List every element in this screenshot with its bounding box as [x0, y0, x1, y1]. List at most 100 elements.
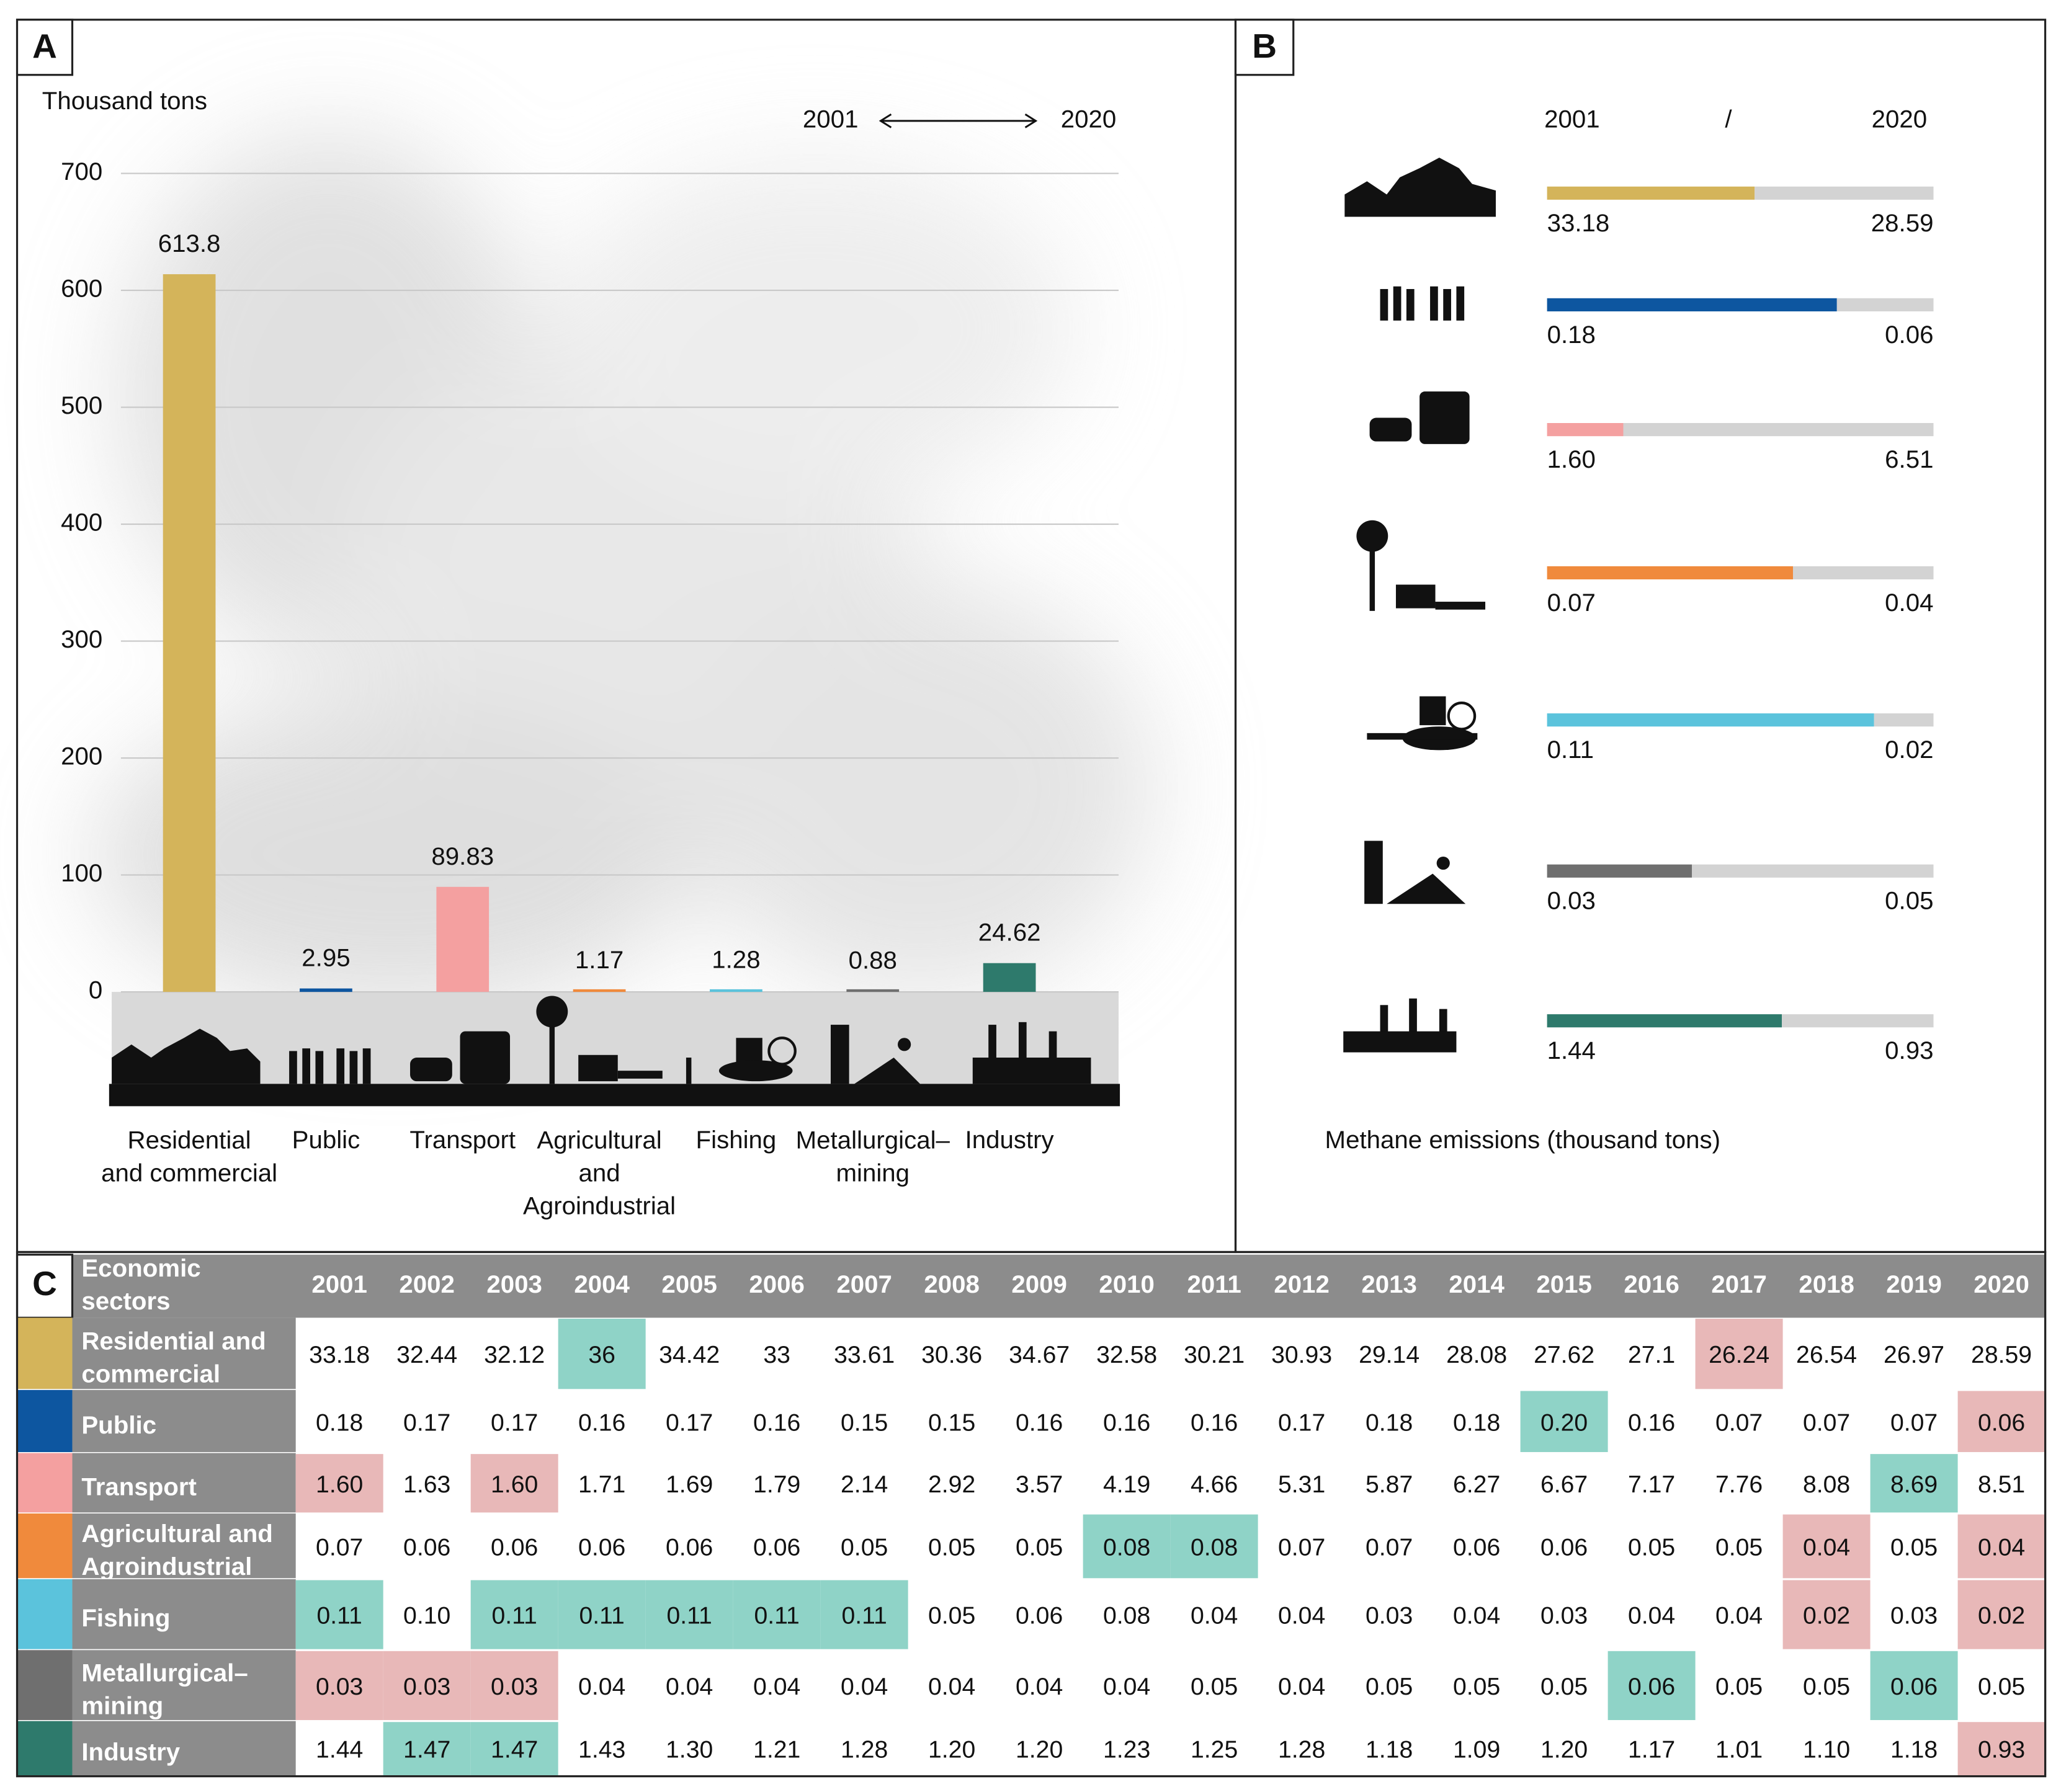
y-tick-label: 700 — [61, 158, 102, 185]
table-cell: 0.04 — [1628, 1603, 1675, 1629]
table-cell: 1.63 — [403, 1471, 450, 1498]
y-tick-label: 400 — [61, 509, 102, 537]
table-cell: 0.06 — [753, 1535, 800, 1561]
table-cell: 6.67 — [1540, 1471, 1588, 1498]
bar-segment — [1547, 713, 1874, 727]
table-cell: 0.06 — [1453, 1535, 1500, 1561]
table-header-bg — [17, 1254, 2045, 1318]
table-cell: 0.11 — [317, 1603, 362, 1629]
row-header: Public — [81, 1411, 156, 1439]
table-cell: 0.07 — [1803, 1409, 1850, 1436]
cell-highlight — [820, 1580, 908, 1649]
table-cell: 0.17 — [403, 1409, 450, 1436]
cell-highlight — [1607, 1651, 1696, 1721]
bar — [983, 963, 1036, 992]
cell-highlight — [1870, 1651, 1958, 1721]
cell-highlight — [645, 1580, 733, 1649]
data-label: 1.60 — [1547, 445, 1596, 473]
table-cell: 26.54 — [1796, 1342, 1857, 1368]
table-cell: 7.76 — [1715, 1471, 1763, 1498]
table-cell: 1.20 — [928, 1737, 975, 1763]
column-header: 2019 — [1886, 1270, 1942, 1298]
annotation: 2001 — [803, 105, 859, 133]
column-header: 2015 — [1536, 1270, 1592, 1298]
column-header: 2003 — [486, 1270, 542, 1298]
bar-segment — [1547, 423, 1624, 437]
table-cell: 0.04 — [1278, 1674, 1325, 1700]
table-cell: 0.05 — [1890, 1535, 1938, 1561]
row-header-bg — [72, 1650, 296, 1721]
panel-letter: A — [32, 27, 57, 65]
table-cell: 0.16 — [1016, 1409, 1063, 1436]
table-cell: 0.04 — [1715, 1603, 1763, 1629]
table-cell: 28.08 — [1446, 1342, 1507, 1368]
row-swatch — [17, 1513, 73, 1579]
x-tick-label: Residential and commercial — [101, 1126, 277, 1187]
row-header: Fishing — [81, 1604, 170, 1632]
data-label: 89.83 — [431, 842, 494, 870]
table-cell: 30.93 — [1271, 1342, 1332, 1368]
table-cell: 0.04 — [1191, 1603, 1238, 1629]
row-header: Transport — [81, 1473, 197, 1500]
table-cell: 0.06 — [1978, 1409, 2025, 1436]
table-cell: 0.06 — [1890, 1674, 1938, 1700]
column-header: 2006 — [749, 1270, 805, 1298]
table-cell: 0.03 — [1890, 1603, 1938, 1629]
panel-letter: B — [1252, 27, 1277, 65]
table-cell: 0.06 — [403, 1535, 450, 1561]
cell-highlight — [1083, 1514, 1171, 1579]
data-label: 1.28 — [712, 946, 760, 974]
table-cell: 27.62 — [1534, 1342, 1594, 1368]
table-cell: 0.04 — [1278, 1603, 1325, 1629]
legend-label: 2001 — [1544, 105, 1600, 133]
table-cell: 0.04 — [578, 1674, 625, 1700]
table-cell: 7.17 — [1628, 1471, 1675, 1498]
table-cell: 1.21 — [753, 1737, 800, 1763]
cell-highlight — [1520, 1391, 1608, 1452]
y-axis-label: Thousand tons — [42, 87, 207, 115]
table-cell: 2.14 — [841, 1471, 888, 1498]
bar-segment — [1547, 298, 1837, 311]
column-header: 2010 — [1099, 1270, 1155, 1298]
column-header: 2020 — [1974, 1270, 2029, 1298]
table-cell: 0.16 — [1103, 1409, 1150, 1436]
table-cell: 0.16 — [1628, 1409, 1675, 1436]
table-cell: 30.21 — [1184, 1342, 1245, 1368]
bar-segment — [1547, 566, 1793, 580]
y-tick-label: 0 — [89, 976, 102, 1004]
bar-segment — [1792, 566, 1934, 580]
cell-highlight — [383, 1651, 471, 1721]
column-header: 2004 — [574, 1270, 630, 1298]
table-cell: 5.87 — [1366, 1471, 1413, 1498]
table-cell: 0.08 — [1103, 1603, 1150, 1629]
data-label: 0.03 — [1547, 887, 1596, 915]
table-cell: 0.05 — [1366, 1674, 1413, 1700]
column-header: 2008 — [924, 1270, 980, 1298]
cell-highlight — [1870, 1454, 1958, 1513]
table-cell: 0.06 — [1540, 1535, 1588, 1561]
table-cell: 4.19 — [1103, 1471, 1150, 1498]
table-cell: 0.07 — [1278, 1535, 1325, 1561]
table-cell: 0.02 — [1803, 1603, 1850, 1629]
table-cell: 8.51 — [1978, 1471, 2025, 1498]
table-cell: 0.11 — [491, 1603, 537, 1629]
table-cell: 33.61 — [834, 1342, 895, 1368]
data-label: 24.62 — [978, 919, 1041, 947]
cell-highlight — [558, 1580, 646, 1649]
table-cell: 30.36 — [921, 1342, 982, 1368]
bar — [163, 274, 216, 992]
table-cell: 0.02 — [1978, 1603, 2025, 1629]
table-cell: 0.20 — [1540, 1409, 1588, 1436]
table-cell: 0.04 — [753, 1674, 800, 1700]
column-header: 2012 — [1274, 1270, 1330, 1298]
bar — [710, 989, 762, 992]
column-header: 2011 — [1187, 1270, 1241, 1298]
column-header: 2016 — [1624, 1270, 1679, 1298]
row-header-bg — [72, 1317, 296, 1390]
table-cell: 27.1 — [1628, 1342, 1675, 1368]
column-header: 2005 — [661, 1270, 717, 1298]
table-cell: 1.23 — [1103, 1737, 1150, 1763]
row-header-bg — [72, 1579, 296, 1651]
row-swatch — [17, 1317, 73, 1390]
table-cell: 0.06 — [491, 1535, 538, 1561]
